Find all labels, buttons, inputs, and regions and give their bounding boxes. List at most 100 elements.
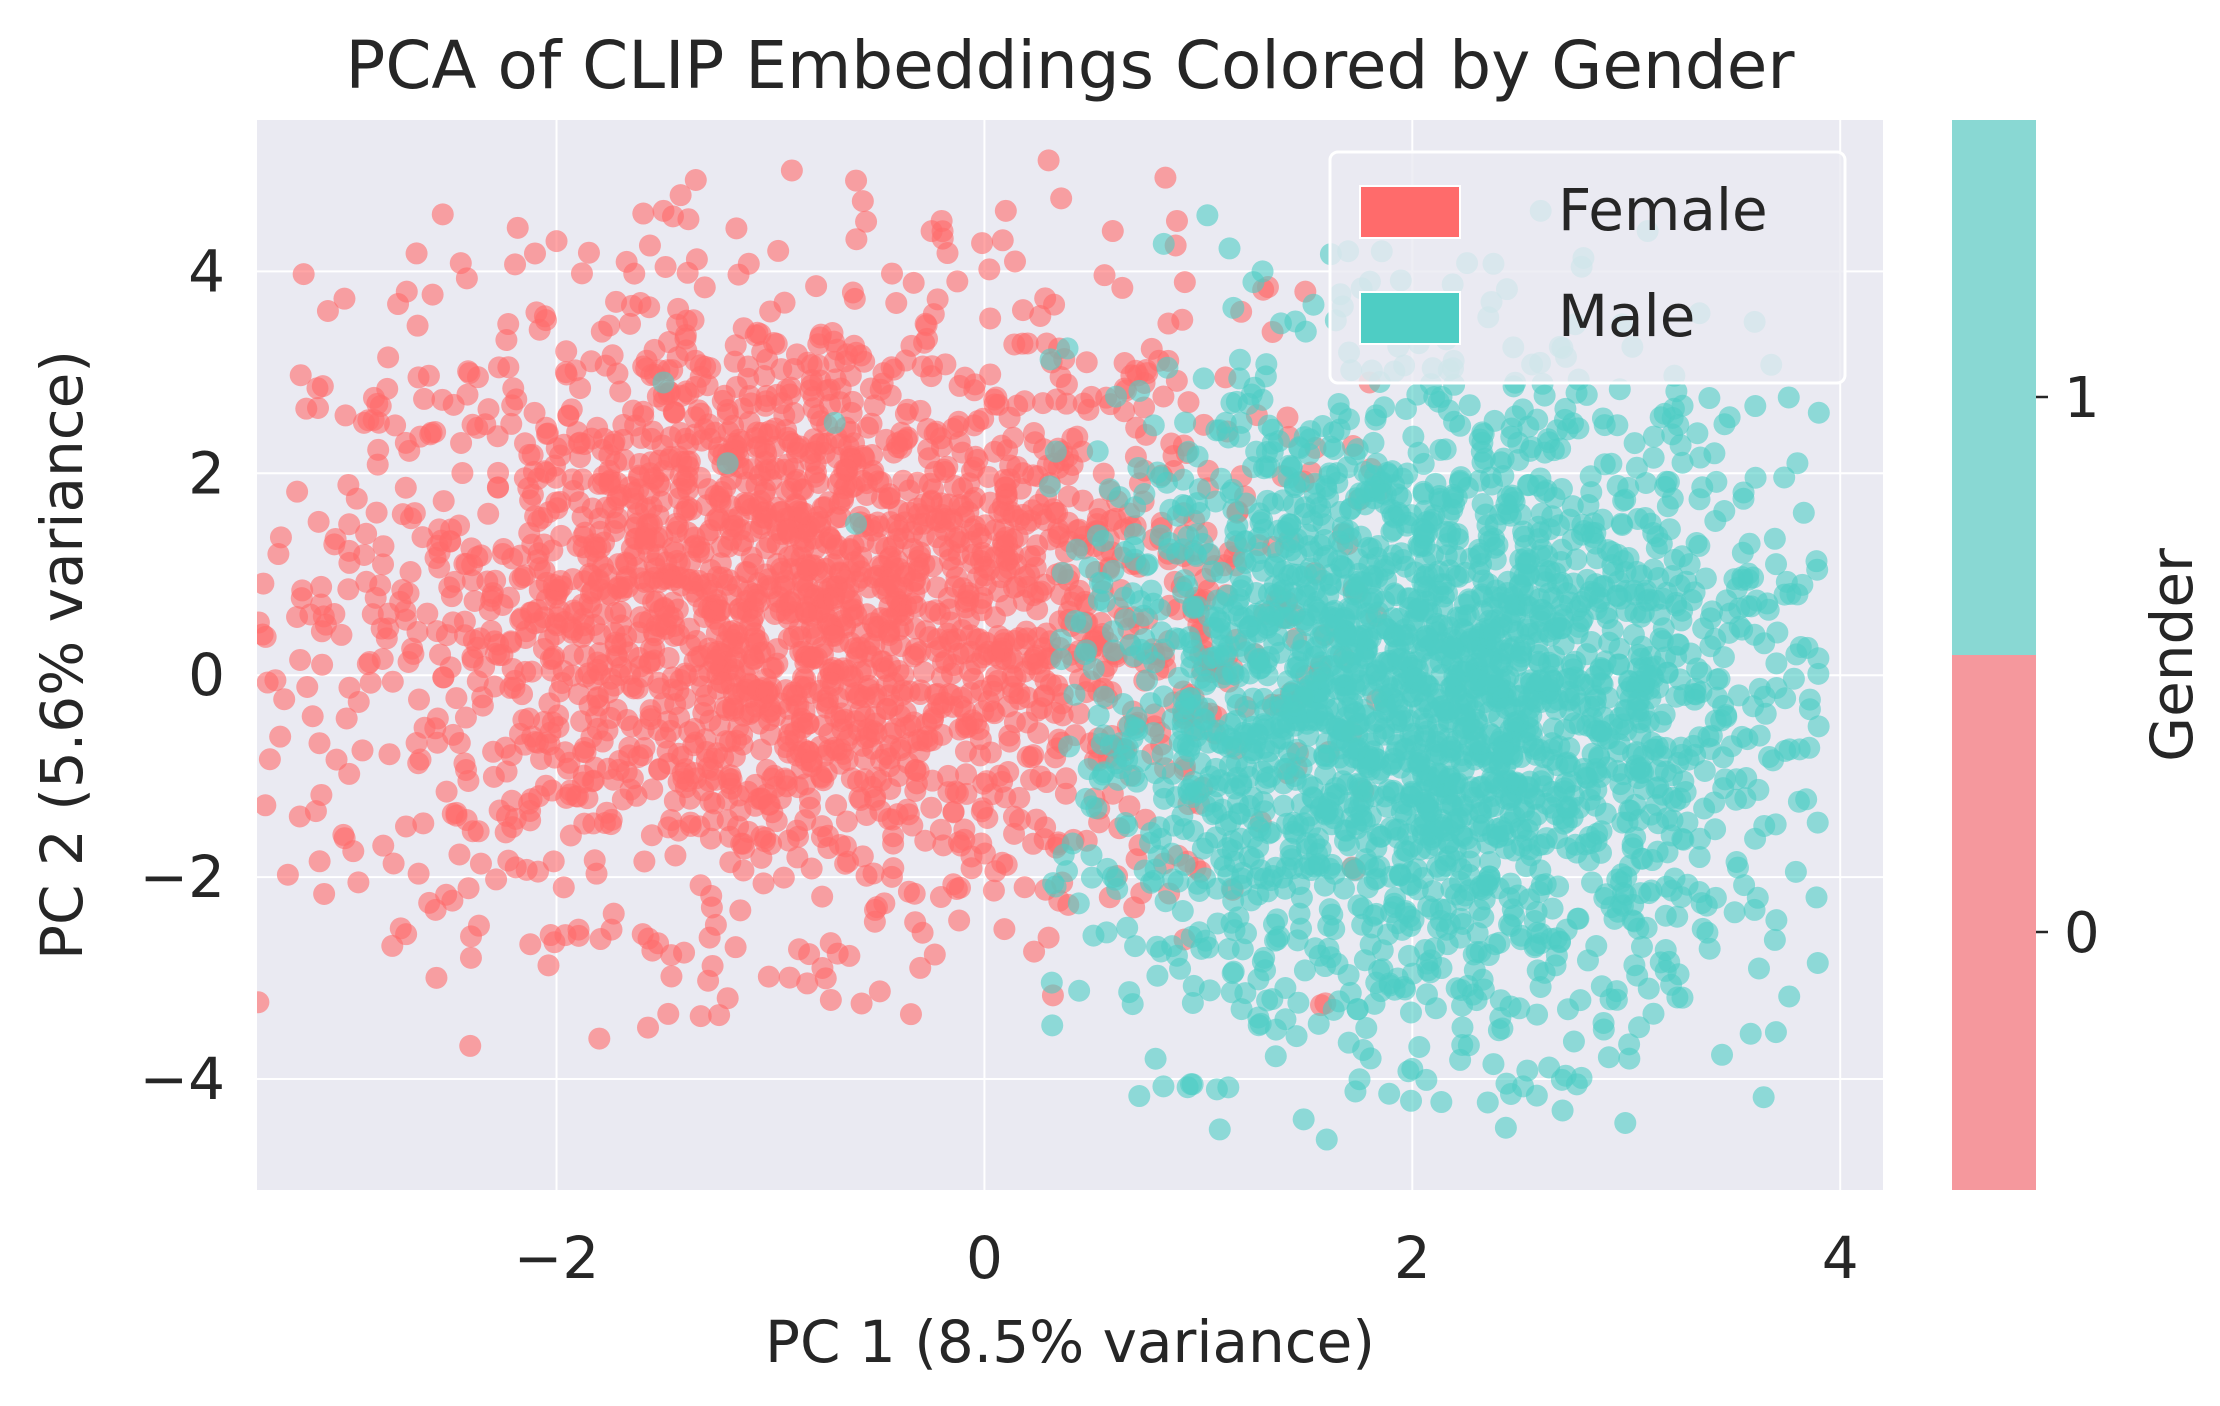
scatter-point-male — [1313, 710, 1336, 733]
scatter-point-male — [1221, 830, 1244, 853]
scatter-point-male — [1082, 657, 1105, 680]
scatter-point-male — [1798, 698, 1821, 721]
scatter-point-female — [450, 431, 473, 454]
scatter-point-male — [1146, 461, 1169, 484]
scatter-point-female — [894, 349, 917, 372]
scatter-point-male — [1648, 603, 1671, 626]
scatter-point-male — [1285, 1025, 1308, 1048]
scatter-point-male — [1518, 549, 1541, 572]
scatter-point-male — [1642, 1002, 1665, 1025]
scatter-point-male — [1763, 527, 1786, 550]
scatter-point-female — [901, 521, 924, 544]
scatter-point-female — [675, 339, 698, 362]
scatter-point-female — [257, 991, 270, 1014]
scatter-point-female — [971, 541, 994, 564]
scatter-point-male — [1139, 871, 1162, 894]
scatter-point-female — [481, 585, 504, 608]
scatter-point-female — [762, 656, 785, 679]
scatter-point-male — [1723, 901, 1746, 924]
scatter-point-female — [959, 681, 982, 704]
scatter-point-female — [439, 530, 462, 553]
scatter-point-male — [1246, 652, 1269, 675]
scatter-point-female — [482, 765, 505, 788]
scatter-point-female — [725, 217, 748, 240]
scatter-point-female — [527, 510, 550, 533]
scatter-point-male — [1192, 367, 1215, 390]
scatter-point-male — [1630, 761, 1653, 784]
scatter-point-female — [382, 852, 405, 875]
scatter-point-female — [1133, 396, 1156, 419]
scatter-point-male — [1328, 746, 1351, 769]
scatter-point-male — [1247, 1014, 1270, 1037]
scatter-point-female — [500, 412, 523, 435]
scatter-point-male — [1600, 452, 1623, 475]
scatter-point-male — [1693, 759, 1716, 782]
scatter-point-female — [273, 688, 296, 711]
scatter-point-male — [1748, 677, 1771, 700]
scatter-point-female — [792, 478, 815, 501]
scatter-point-female — [930, 209, 953, 232]
scatter-point-female — [868, 980, 891, 1003]
scatter-point-female — [541, 539, 564, 562]
scatter-point-female — [689, 874, 712, 897]
scatter-point-female — [257, 611, 270, 634]
scatter-point-female — [881, 262, 904, 285]
scatter-point-male — [1542, 439, 1565, 462]
scatter-point-male — [1116, 815, 1139, 838]
scatter-point-male — [1698, 387, 1721, 410]
scatter-point-female — [424, 420, 447, 443]
scatter-point-male — [1263, 574, 1286, 597]
scatter-point-female — [620, 715, 643, 738]
scatter-point-male — [1466, 922, 1489, 945]
scatter-point-male — [1704, 509, 1727, 532]
scatter-point-male — [1247, 968, 1270, 991]
scatter-point-male — [1516, 474, 1539, 497]
scatter-point-female — [725, 624, 748, 647]
scatter-point-female — [923, 943, 946, 966]
scatter-point-male — [1757, 598, 1780, 621]
scatter-point-female — [573, 812, 596, 835]
scatter-point-female — [264, 669, 287, 692]
scatter-point-male — [1099, 734, 1122, 757]
scatter-point-female — [657, 1002, 680, 1025]
scatter-point-female — [994, 199, 1017, 222]
scatter-point-male — [1449, 1048, 1472, 1071]
scatter-point-female — [648, 758, 671, 781]
scatter-point-female — [258, 748, 281, 771]
scatter-point-female — [708, 1004, 731, 1027]
scatter-point-female — [508, 567, 531, 590]
scatter-point-male — [1430, 1091, 1453, 1114]
scatter-point-female — [702, 747, 725, 770]
scatter-point-female — [426, 731, 449, 754]
scatter-point-male — [1124, 935, 1147, 958]
scatter-point-female — [723, 350, 746, 373]
scatter-point-female — [395, 280, 418, 303]
scatter-point-male — [1304, 668, 1327, 691]
scatter-point-male — [1647, 567, 1670, 590]
scatter-point-female — [664, 844, 687, 867]
scatter-point-female — [543, 454, 566, 477]
scatter-point-female — [549, 490, 572, 513]
scatter-point-female — [682, 309, 705, 332]
scatter-point-female — [708, 714, 731, 737]
scatter-point-male — [1301, 540, 1324, 563]
scatter-point-male — [1364, 408, 1387, 431]
scatter-point-female — [885, 291, 908, 314]
scatter-point-male — [1584, 685, 1607, 708]
scatter-point-male — [1499, 504, 1522, 527]
scatter-point-male — [1724, 788, 1747, 811]
scatter-point-female — [823, 350, 846, 373]
scatter-point-female — [740, 546, 763, 569]
scatter-point-female — [445, 687, 468, 710]
scatter-point-female — [805, 275, 828, 298]
scatter-point-male — [1704, 886, 1727, 909]
scatter-point-male — [1488, 931, 1511, 954]
scatter-point-female — [654, 255, 677, 278]
scatter-point-male — [1594, 802, 1617, 825]
scatter-point-male — [1058, 735, 1081, 758]
scatter-point-female — [955, 763, 978, 786]
scatter-point-female — [819, 932, 842, 955]
scatter-point-male — [1512, 520, 1535, 543]
scatter-point-female — [347, 690, 370, 713]
scatter-point-male — [1128, 379, 1151, 402]
